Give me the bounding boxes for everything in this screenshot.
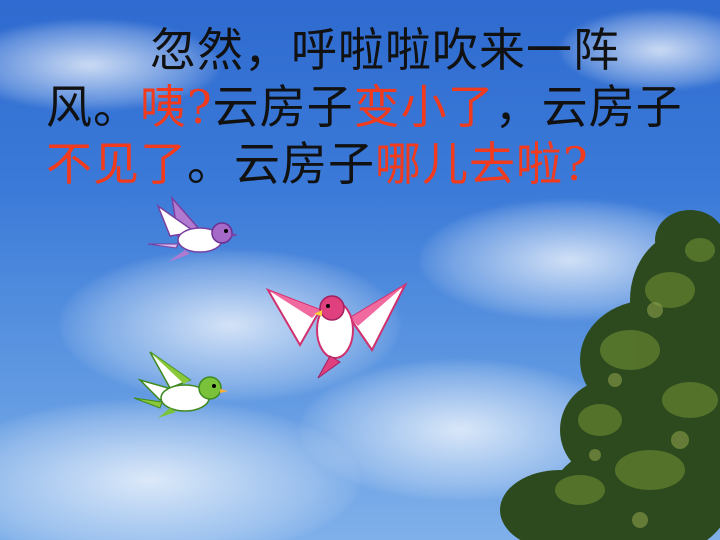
cloud xyxy=(560,10,720,90)
passage-highlight-gone: 不见了 xyxy=(46,137,187,191)
passage-cloud-house-2: ，云房子 xyxy=(494,80,683,134)
cloud xyxy=(0,20,220,110)
purple-bird xyxy=(147,195,238,262)
pink-bird xyxy=(265,282,408,379)
passage-cloud-house-3: 。云房子 xyxy=(187,137,375,191)
green-bird xyxy=(133,351,228,418)
passage-exclamation: 咦? xyxy=(140,80,213,134)
story-passage: 忽然，呼啦啦吹来一阵风。咦?云房子变小了，云房子不见了。云房子哪儿去啦? xyxy=(46,22,696,193)
passage-highlight-where: 哪儿去啦? xyxy=(375,137,589,191)
passage-sentence-1: 忽然，呼啦啦吹来一阵风。 xyxy=(46,23,620,134)
passage-highlight-smaller: 变小了 xyxy=(353,80,495,134)
passage-cloud-house: 云房子 xyxy=(212,80,354,134)
